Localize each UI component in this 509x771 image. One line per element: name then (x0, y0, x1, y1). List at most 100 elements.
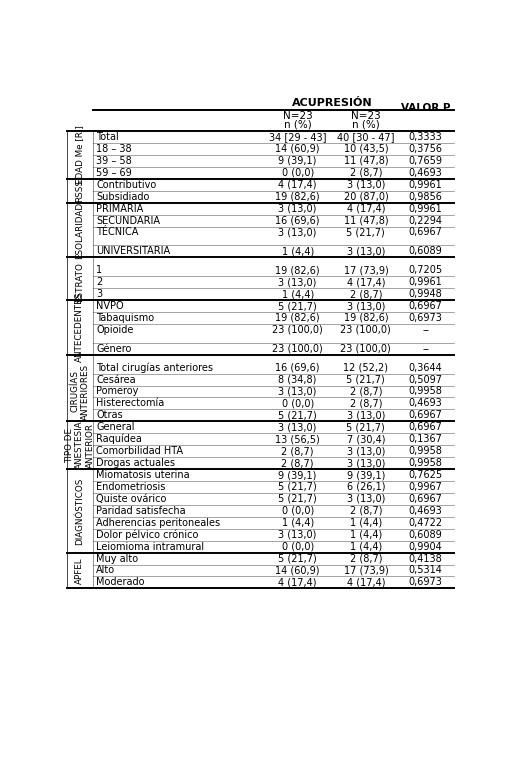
Text: 3 (13,0): 3 (13,0) (347, 446, 385, 456)
Text: 4 (17,4): 4 (17,4) (347, 577, 385, 588)
Text: ANTECEDENTES: ANTECEDENTES (75, 292, 84, 362)
Text: 19 (82,6): 19 (82,6) (275, 313, 320, 323)
Text: 0,9856: 0,9856 (409, 192, 442, 202)
Text: Quiste ovárico: Quiste ovárico (96, 494, 166, 504)
Text: 9 (39,1): 9 (39,1) (347, 470, 385, 480)
Text: Raquídea: Raquídea (96, 434, 142, 444)
Text: 19 (82,6): 19 (82,6) (275, 265, 320, 275)
Text: RSSS: RSSS (75, 179, 84, 202)
Text: 3 (13,0): 3 (13,0) (278, 227, 317, 237)
Text: Endometriosis: Endometriosis (96, 482, 165, 492)
Text: 0,9961: 0,9961 (409, 277, 442, 287)
Text: 3 (13,0): 3 (13,0) (278, 530, 317, 540)
Text: N=23: N=23 (351, 110, 381, 120)
Text: 3 (13,0): 3 (13,0) (347, 494, 385, 504)
Text: 0,7205: 0,7205 (409, 265, 443, 275)
Text: 0,9958: 0,9958 (409, 386, 442, 396)
Text: APFEL: APFEL (75, 557, 84, 584)
Text: 0,6089: 0,6089 (409, 530, 442, 540)
Text: 3 (13,0): 3 (13,0) (278, 423, 317, 433)
Text: 4 (17,4): 4 (17,4) (278, 180, 317, 190)
Text: 0,6967: 0,6967 (409, 227, 442, 237)
Text: --: -- (422, 344, 429, 354)
Text: n (%): n (%) (284, 119, 312, 129)
Text: 0,4722: 0,4722 (409, 518, 443, 528)
Text: 2 (8,7): 2 (8,7) (350, 289, 382, 299)
Text: NVPO: NVPO (96, 301, 124, 311)
Text: 9 (39,1): 9 (39,1) (278, 470, 317, 480)
Text: 0,5314: 0,5314 (409, 565, 442, 575)
Text: 0,6089: 0,6089 (409, 246, 442, 256)
Text: 0,5097: 0,5097 (409, 375, 442, 385)
Text: Paridad satisfecha: Paridad satisfecha (96, 506, 186, 516)
Text: Contributivo: Contributivo (96, 180, 156, 190)
Text: 8 (34,8): 8 (34,8) (278, 375, 317, 385)
Text: Dolor pélvico crónico: Dolor pélvico crónico (96, 530, 199, 540)
Text: 3: 3 (96, 289, 102, 299)
Text: SECUNDARIA: SECUNDARIA (96, 216, 160, 226)
Text: 0,6967: 0,6967 (409, 423, 442, 433)
Text: Pomeroy: Pomeroy (96, 386, 138, 396)
Text: Subsidiado: Subsidiado (96, 192, 150, 202)
Text: 0,6967: 0,6967 (409, 301, 442, 311)
Text: PRIMARIA: PRIMARIA (96, 204, 144, 214)
Text: 2 (8,7): 2 (8,7) (350, 554, 382, 564)
Text: 3 (13,0): 3 (13,0) (347, 246, 385, 256)
Text: Muy alto: Muy alto (96, 554, 138, 564)
Text: 4 (17,4): 4 (17,4) (347, 204, 385, 214)
Text: 5 (21,7): 5 (21,7) (278, 410, 317, 420)
Text: 0,7659: 0,7659 (409, 156, 442, 166)
Text: 4 (17,4): 4 (17,4) (347, 277, 385, 287)
Text: 6 (26,1): 6 (26,1) (347, 482, 385, 492)
Text: 10 (43,5): 10 (43,5) (344, 144, 388, 154)
Text: 0,4138: 0,4138 (409, 554, 442, 564)
Text: 0,9958: 0,9958 (409, 446, 442, 456)
Text: Género: Género (96, 344, 131, 354)
Text: DIAGNÓSTICOS: DIAGNÓSTICOS (75, 477, 84, 544)
Text: 1 (4,4): 1 (4,4) (281, 246, 314, 256)
Text: 0,9948: 0,9948 (409, 289, 442, 299)
Text: 20 (87,0): 20 (87,0) (344, 192, 388, 202)
Text: 0,3333: 0,3333 (409, 132, 442, 142)
Text: 0,4693: 0,4693 (409, 168, 442, 178)
Text: N=23: N=23 (283, 110, 313, 120)
Text: 59 – 69: 59 – 69 (96, 168, 132, 178)
Text: 0,1367: 0,1367 (409, 434, 442, 444)
Text: 5 (21,7): 5 (21,7) (347, 375, 385, 385)
Text: 3 (13,0): 3 (13,0) (278, 277, 317, 287)
Text: Tabaquismo: Tabaquismo (96, 313, 154, 323)
Text: 0,2294: 0,2294 (409, 216, 442, 226)
Text: ESOLARIDAD: ESOLARIDAD (75, 201, 84, 258)
Text: 16 (69,6): 16 (69,6) (275, 362, 320, 372)
Text: Cesárea: Cesárea (96, 375, 136, 385)
Text: 0,6967: 0,6967 (409, 410, 442, 420)
Text: 23 (100,0): 23 (100,0) (272, 344, 323, 354)
Text: 5 (21,7): 5 (21,7) (347, 227, 385, 237)
Text: Comorbilidad HTA: Comorbilidad HTA (96, 446, 183, 456)
Text: 0,9967: 0,9967 (409, 482, 442, 492)
Text: 39 – 58: 39 – 58 (96, 156, 132, 166)
Text: 2 (8,7): 2 (8,7) (281, 446, 314, 456)
Text: Alto: Alto (96, 565, 116, 575)
Text: 2: 2 (96, 277, 102, 287)
Text: 2 (8,7): 2 (8,7) (281, 458, 314, 468)
Text: 0,4693: 0,4693 (409, 399, 442, 409)
Text: 5 (21,7): 5 (21,7) (347, 423, 385, 433)
Text: 5 (21,7): 5 (21,7) (278, 482, 317, 492)
Text: 11 (47,8): 11 (47,8) (344, 216, 388, 226)
Text: 1 (4,4): 1 (4,4) (350, 530, 382, 540)
Text: 2 (8,7): 2 (8,7) (350, 399, 382, 409)
Text: 34 [29 - 43]: 34 [29 - 43] (269, 132, 326, 142)
Text: UNIVERSITARIA: UNIVERSITARIA (96, 246, 171, 256)
Text: 13 (56,5): 13 (56,5) (275, 434, 320, 444)
Text: 3 (13,0): 3 (13,0) (347, 410, 385, 420)
Text: 0 (0,0): 0 (0,0) (281, 399, 314, 409)
Text: 0,3756: 0,3756 (409, 144, 442, 154)
Text: 0,6967: 0,6967 (409, 494, 442, 504)
Text: Leiomioma intramural: Leiomioma intramural (96, 541, 204, 551)
Text: 40 [30 - 47]: 40 [30 - 47] (337, 132, 394, 142)
Text: 1 (4,4): 1 (4,4) (281, 518, 314, 528)
Text: 7 (30,4): 7 (30,4) (347, 434, 385, 444)
Text: 14 (60,9): 14 (60,9) (275, 144, 320, 154)
Text: 1 (4,4): 1 (4,4) (350, 541, 382, 551)
